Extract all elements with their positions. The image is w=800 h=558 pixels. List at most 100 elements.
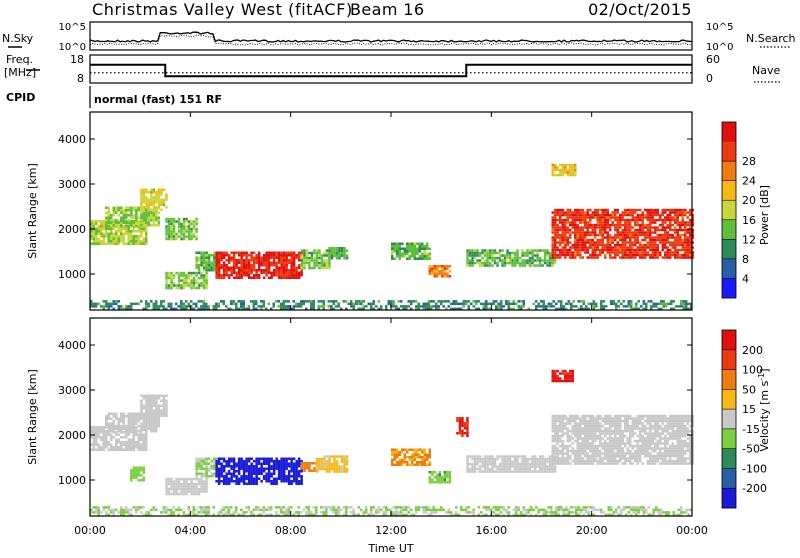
range-gate-cell [313, 267, 316, 270]
range-gate-cell [140, 436, 143, 439]
range-gate-cell [535, 300, 538, 303]
range-gate-cell [250, 480, 253, 483]
range-gate-cell [597, 435, 600, 438]
range-gate-cell [499, 249, 502, 252]
range-gate-cell [481, 465, 484, 468]
range-gate-cell [278, 252, 281, 255]
range-gate-cell [584, 221, 587, 224]
range-gate-cell [684, 221, 687, 224]
range-gate-cell [283, 465, 286, 468]
range-gate-cell [595, 303, 598, 306]
range-gate-cell [313, 300, 316, 303]
range-gate-cell [481, 262, 484, 265]
range-gate-cell [200, 473, 203, 476]
range-gate-cell [629, 460, 632, 463]
range-gate-cell [593, 303, 596, 306]
range-gate-cell [205, 252, 208, 255]
range-gate-cell [622, 430, 625, 433]
range-gate-cell [599, 415, 602, 418]
range-gate-cell [649, 236, 652, 239]
range-gate-cell [243, 480, 246, 483]
range-gate-cell [539, 259, 542, 262]
range-gate-cell [552, 216, 555, 219]
range-gate-cell [220, 463, 223, 466]
range-gate-cell [584, 450, 587, 453]
range-gate-cell [582, 430, 585, 433]
range-gate-cell [444, 270, 447, 273]
range-gate-cell [110, 449, 113, 452]
range-gate-cell [597, 447, 600, 450]
range-gate-cell [649, 216, 652, 219]
range-gate-cell [158, 420, 161, 423]
range-gate-cell [486, 455, 489, 458]
range-gate-cell [557, 231, 560, 234]
range-gate-cell [443, 305, 446, 308]
range-gate-cell [265, 267, 268, 270]
range-gate-cell [494, 257, 497, 260]
range-gate-cell [484, 468, 487, 471]
range-gate-cell [148, 415, 151, 418]
range-gate-cell [604, 216, 607, 219]
range-gate-cell [489, 463, 492, 466]
range-gate-cell [343, 247, 346, 250]
range-gate-cell [444, 265, 447, 268]
range-gate-cell [198, 493, 201, 496]
range-gate-cell [682, 256, 685, 259]
power-panel-data [90, 164, 694, 310]
range-gate-cell [295, 470, 298, 473]
range-gate-cell [541, 470, 544, 473]
range-gate-cell [669, 209, 672, 212]
range-gate-cell [115, 224, 118, 227]
range-gate-cell [103, 235, 106, 238]
range-gate-cell [637, 415, 640, 418]
range-gate-cell [255, 254, 258, 257]
range-gate-cell [669, 244, 672, 247]
range-gate-cell [559, 171, 562, 174]
range-gate-cell [165, 405, 168, 408]
range-gate-cell [280, 473, 283, 476]
range-gate-cell [283, 262, 286, 265]
range-gate-cell [318, 254, 321, 256]
range-gate-cell [120, 415, 123, 418]
range-gate-cell [123, 235, 126, 238]
range-gate-cell [235, 475, 238, 478]
range-gate-cell [642, 256, 645, 259]
range-gate-cell [120, 444, 123, 447]
range-gate-cell [198, 257, 201, 260]
range-gate-cell [193, 225, 196, 228]
scatter-region-2 [140, 189, 168, 212]
range-gate-cell [268, 473, 271, 476]
range-gate-cell [205, 463, 208, 466]
range-gate-cell [243, 303, 246, 306]
range-gate-cell [406, 250, 409, 253]
range-gate-cell [205, 264, 208, 267]
range-gate-cell [501, 458, 504, 461]
range-gate-cell [629, 427, 632, 430]
range-gate-cell [358, 303, 361, 306]
range-gate-cell [295, 272, 298, 275]
range-gate-cell [200, 463, 203, 466]
range-gate-cell [245, 254, 248, 257]
range-gate-cell [138, 441, 141, 444]
range-gate-cell [602, 452, 605, 455]
range-gate-cell [574, 244, 577, 247]
range-gate-cell [298, 274, 301, 277]
range-gate-cell [298, 473, 301, 476]
range-gate-cell [534, 259, 537, 262]
range-gate-cell [627, 256, 630, 259]
range-gate-cell [632, 254, 635, 256]
range-gate-cell [602, 447, 605, 450]
range-gate-cell [273, 264, 276, 267]
range-gate-cell [429, 471, 432, 474]
range-gate-cell [569, 236, 572, 239]
range-gate-cell [275, 257, 278, 260]
range-gate-cell [617, 425, 620, 428]
range-gate-cell [133, 477, 136, 480]
range-gate-cell [135, 428, 138, 431]
range-gate-cell [444, 476, 447, 479]
range-gate-cell [649, 231, 652, 234]
range-gate-cell [143, 449, 146, 452]
range-gate-cell [583, 303, 586, 306]
range-gate-cell [215, 254, 218, 257]
range-gate-cell [215, 303, 218, 306]
